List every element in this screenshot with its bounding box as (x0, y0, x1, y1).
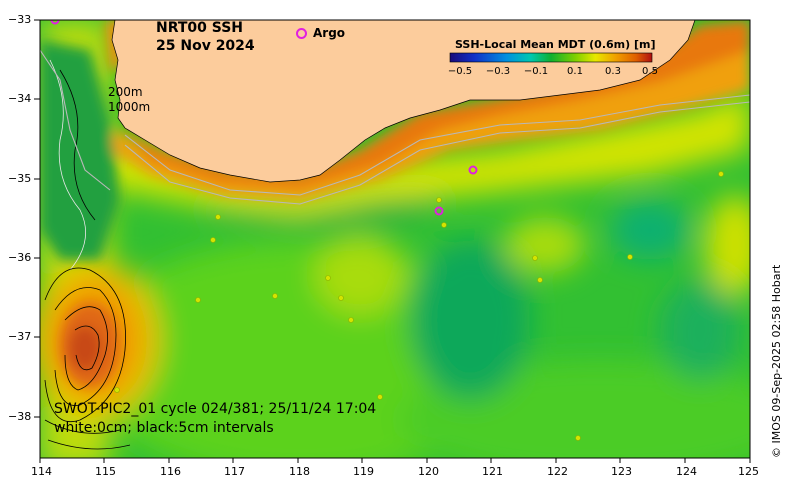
lon-tick: 121 (482, 465, 503, 478)
depth-label-1000: 1000m (108, 100, 151, 114)
lon-tick: 119 (353, 465, 374, 478)
title-date: 25 Nov 2024 (156, 38, 255, 54)
lat-tick: −33 (8, 13, 32, 26)
lat-tick: −35 (8, 172, 32, 185)
lon-tick: 120 (418, 465, 439, 478)
lon-tick: 114 (31, 465, 52, 478)
lon-tick: 115 (95, 465, 116, 478)
lon-tick: 123 (611, 465, 632, 478)
map-title: NRT00 SSH 25 Nov 2024 (156, 19, 255, 55)
lon-tick: 117 (224, 465, 245, 478)
lon-tick: 125 (738, 465, 759, 478)
lon-tick: 124 (676, 465, 697, 478)
lon-tick: 116 (160, 465, 181, 478)
imos-credit: © IMOS 09-Sep-2025 02:58 Hobart (770, 264, 783, 458)
lon-tick: 118 (289, 465, 310, 478)
colorbar-tick: −0.1 (523, 66, 549, 77)
lat-tick: −38 (8, 410, 32, 423)
map-frame (39, 19, 751, 459)
colorbar-tick: 0.3 (605, 66, 621, 77)
argo-legend: Argo (296, 26, 345, 40)
swot-cycle: SWOT-PIC2_01 cycle 024/381; 25/11/24 17:… (54, 401, 377, 417)
argo-label: Argo (313, 26, 346, 40)
lat-tick: −34 (8, 92, 32, 105)
argo-marker-icon (296, 28, 307, 39)
colorbar-tick: 0.1 (567, 66, 583, 77)
swot-contour-note: white:0cm; black:5cm intervals (54, 420, 274, 436)
colorbar-tick: 0.5 (642, 66, 658, 77)
lon-tick: 122 (547, 465, 568, 478)
colorbar-tick: −0.5 (447, 66, 473, 77)
lat-tick: −37 (8, 330, 32, 343)
colorbar (449, 52, 653, 63)
lat-tick: −36 (8, 251, 32, 264)
ssh-field (40, 20, 750, 458)
colorbar-title: SSH-Local Mean MDT (0.6m) [m] (455, 38, 656, 51)
colorbar-tick: −0.3 (485, 66, 511, 77)
swot-caption: SWOT-PIC2_01 cycle 024/381; 25/11/24 17:… (54, 400, 376, 438)
depth-labels: 200m 1000m (108, 85, 150, 115)
depth-label-200: 200m (108, 85, 143, 99)
title-product: NRT00 SSH (156, 20, 244, 36)
